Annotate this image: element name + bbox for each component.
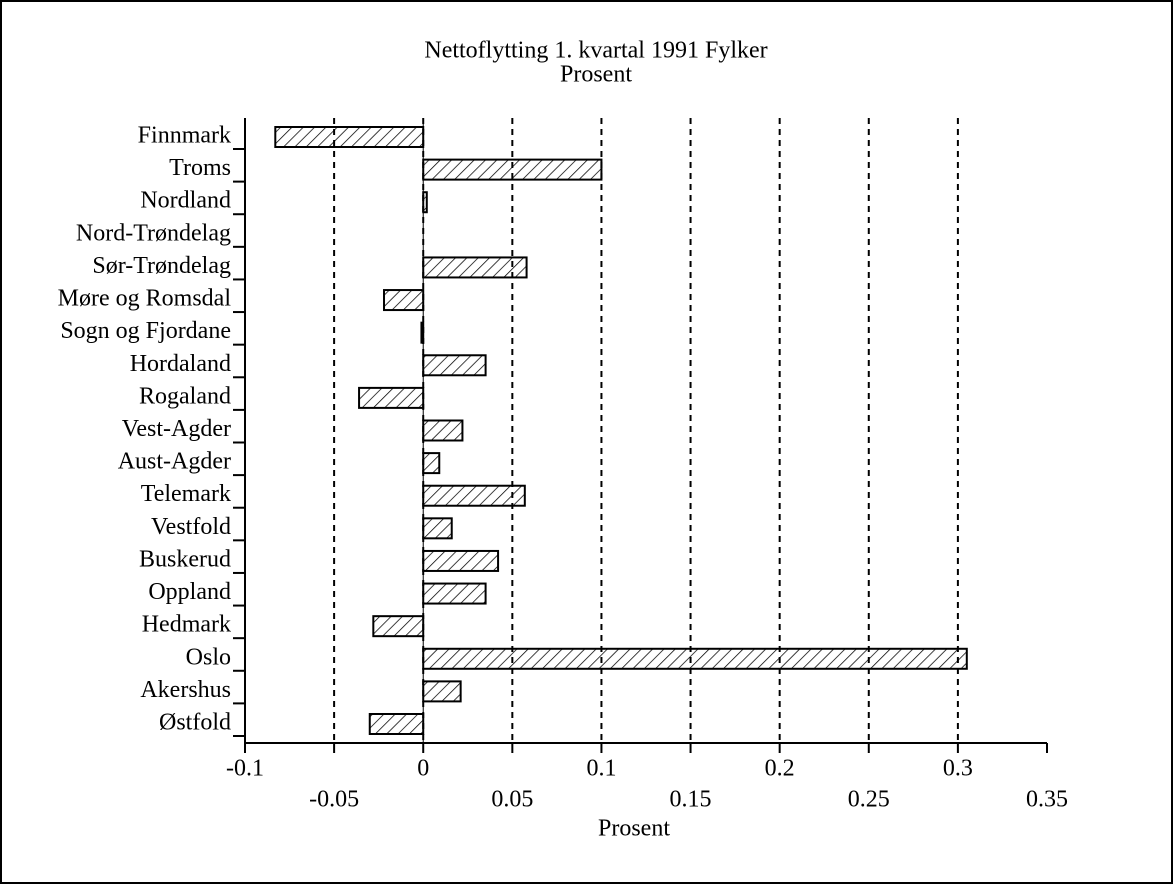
y-tick-label: Vestfold: [151, 514, 231, 540]
x-tick-label: 0: [417, 756, 429, 782]
y-tick-label: Hedmark: [142, 612, 231, 638]
bar: [372, 615, 425, 638]
bar: [422, 517, 453, 540]
chart-title: Nettoflytting 1. kvartal 1991 Fylker: [424, 38, 767, 64]
bar: [422, 549, 500, 572]
y-tick-label: Oppland: [148, 579, 231, 605]
x-tick-label: 0.05: [491, 787, 533, 813]
bar: [422, 256, 528, 279]
x-axis-label: Prosent: [598, 816, 670, 842]
bar: [422, 484, 526, 507]
y-tick-label: Sør-Trøndelag: [92, 253, 231, 279]
bar: [422, 191, 428, 214]
bar: [383, 289, 425, 312]
bar: [422, 582, 487, 605]
y-tick-label: Nordland: [140, 188, 231, 214]
chart-subtitle: Prosent: [560, 62, 632, 88]
y-tick-label: Rogaland: [139, 383, 231, 409]
x-tick-label: 0.2: [765, 756, 795, 782]
y-tick-label: Akershus: [140, 677, 231, 703]
y-tick-label: Hordaland: [130, 351, 231, 377]
bar: [358, 386, 425, 409]
y-tick-label: Sogn og Fjordane: [60, 318, 231, 344]
y-tick-label: Telemark: [141, 481, 231, 507]
y-tick-label: Møre og Romsdal: [58, 286, 232, 312]
y-tick-label: Østfold: [159, 710, 231, 736]
bar: [422, 354, 487, 377]
y-tick-label: Buskerud: [139, 546, 231, 572]
y-tick-label: Aust-Agder: [118, 449, 231, 475]
y-tick-label: Nord-Trøndelag: [76, 220, 231, 246]
x-tick-label: 0.35: [1026, 787, 1068, 813]
bar: [422, 452, 441, 475]
x-tick-label: 0.15: [670, 787, 712, 813]
y-tick-label: Finnmark: [138, 123, 231, 149]
x-tick-label: 0.3: [943, 756, 973, 782]
y-tick-label: Vest-Agder: [122, 416, 231, 442]
bar: [274, 126, 425, 148]
x-tick-label: -0.1: [226, 756, 264, 782]
bar: [422, 158, 603, 181]
y-tick-label: Oslo: [186, 644, 231, 670]
bar: [368, 713, 425, 735]
bar: [422, 419, 464, 442]
bar: [422, 680, 462, 703]
y-tick-label: Troms: [169, 155, 231, 181]
bar: [422, 647, 968, 670]
x-tick-label: 0.1: [586, 756, 616, 782]
x-tick-label: -0.05: [309, 787, 359, 813]
x-tick-label: 0.25: [848, 787, 890, 813]
